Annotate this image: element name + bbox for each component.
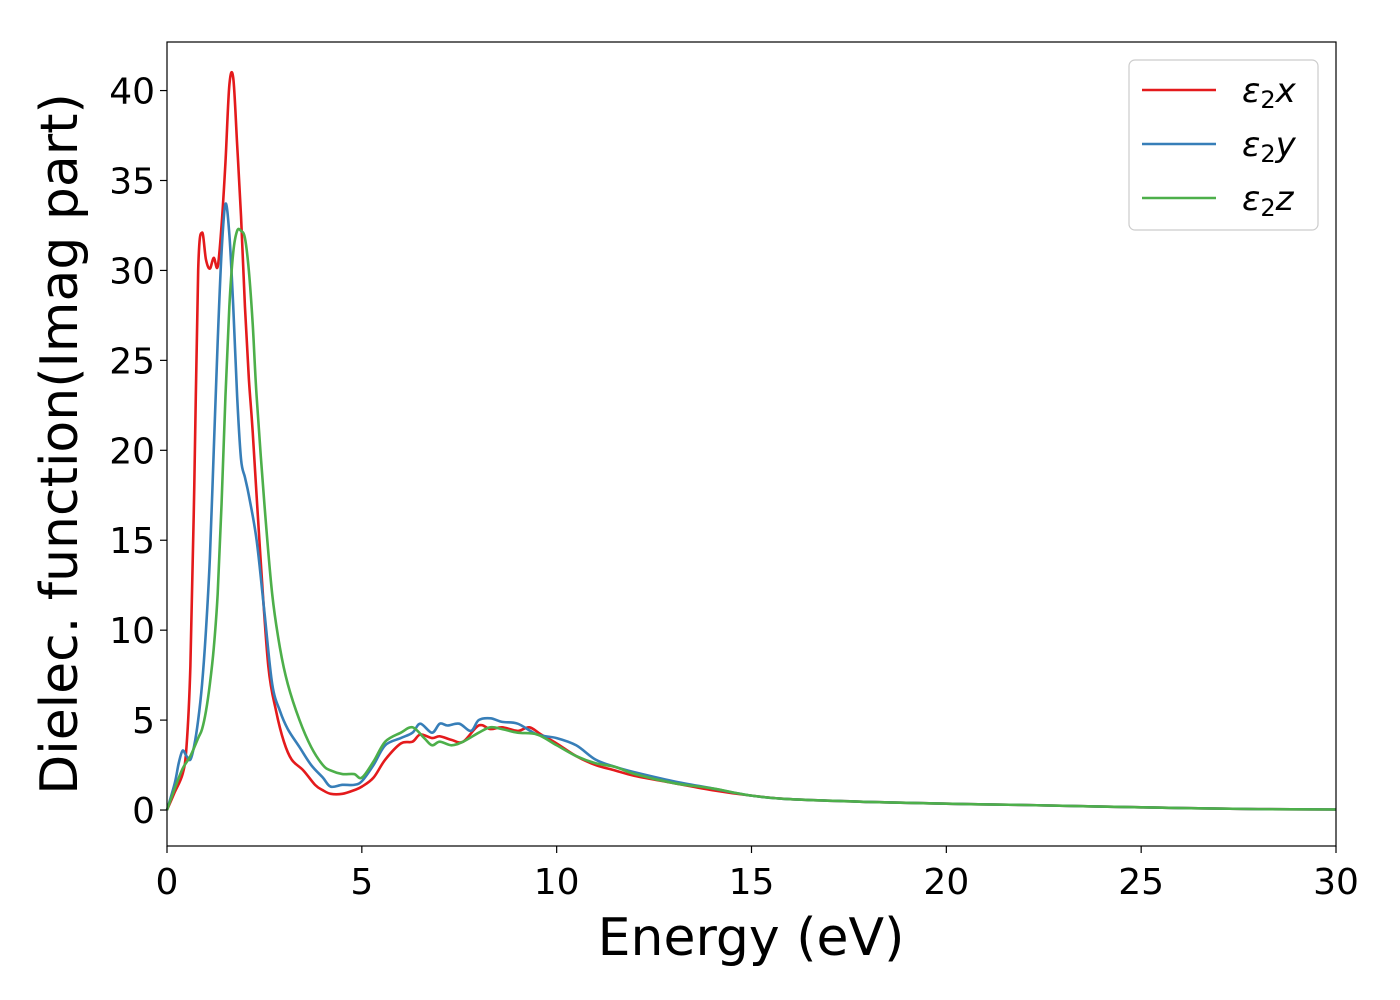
x-axis-ticks: 0 5 10 15 20 25 30 xyxy=(156,846,1359,903)
legend-label-x: ε2x xyxy=(1242,71,1297,114)
legend: ε2x ε2y ε2z xyxy=(1128,59,1319,231)
y-tick-label: 35 xyxy=(109,161,155,202)
y-tick-label: 30 xyxy=(109,251,155,292)
x-tick-label: 20 xyxy=(923,862,969,903)
legend-label-y: ε2y xyxy=(1242,125,1297,168)
series-line-y xyxy=(165,202,1337,811)
x-tick-label: 15 xyxy=(729,862,775,903)
x-tick-label: 25 xyxy=(1118,862,1164,903)
y-tick-label: 0 xyxy=(132,791,155,832)
y-axis-ticks: 0 5 10 15 20 25 30 35 40 xyxy=(109,72,167,832)
y-tick-label: 20 xyxy=(109,431,155,472)
series-layer xyxy=(165,70,1337,811)
x-tick-label: 10 xyxy=(534,862,580,903)
series-line-z xyxy=(165,227,1337,811)
x-tick-label: 0 xyxy=(156,862,179,903)
y-axis-label: Dielec. function(Imag part) xyxy=(30,93,90,795)
series-line-x xyxy=(165,70,1337,811)
x-tick-label: 5 xyxy=(350,862,373,903)
y-tick-label: 5 xyxy=(132,701,155,742)
legend-label-z: ε2z xyxy=(1242,179,1295,222)
y-tick-label: 40 xyxy=(109,72,155,113)
y-tick-label: 15 xyxy=(109,521,155,562)
x-axis-label: Energy (eV) xyxy=(598,908,905,968)
x-tick-label: 30 xyxy=(1313,862,1359,903)
legend-entries: ε2x ε2y ε2z xyxy=(1142,71,1297,222)
legend-frame xyxy=(1128,59,1319,231)
y-tick-label: 10 xyxy=(109,611,155,652)
y-tick-label: 25 xyxy=(109,341,155,382)
